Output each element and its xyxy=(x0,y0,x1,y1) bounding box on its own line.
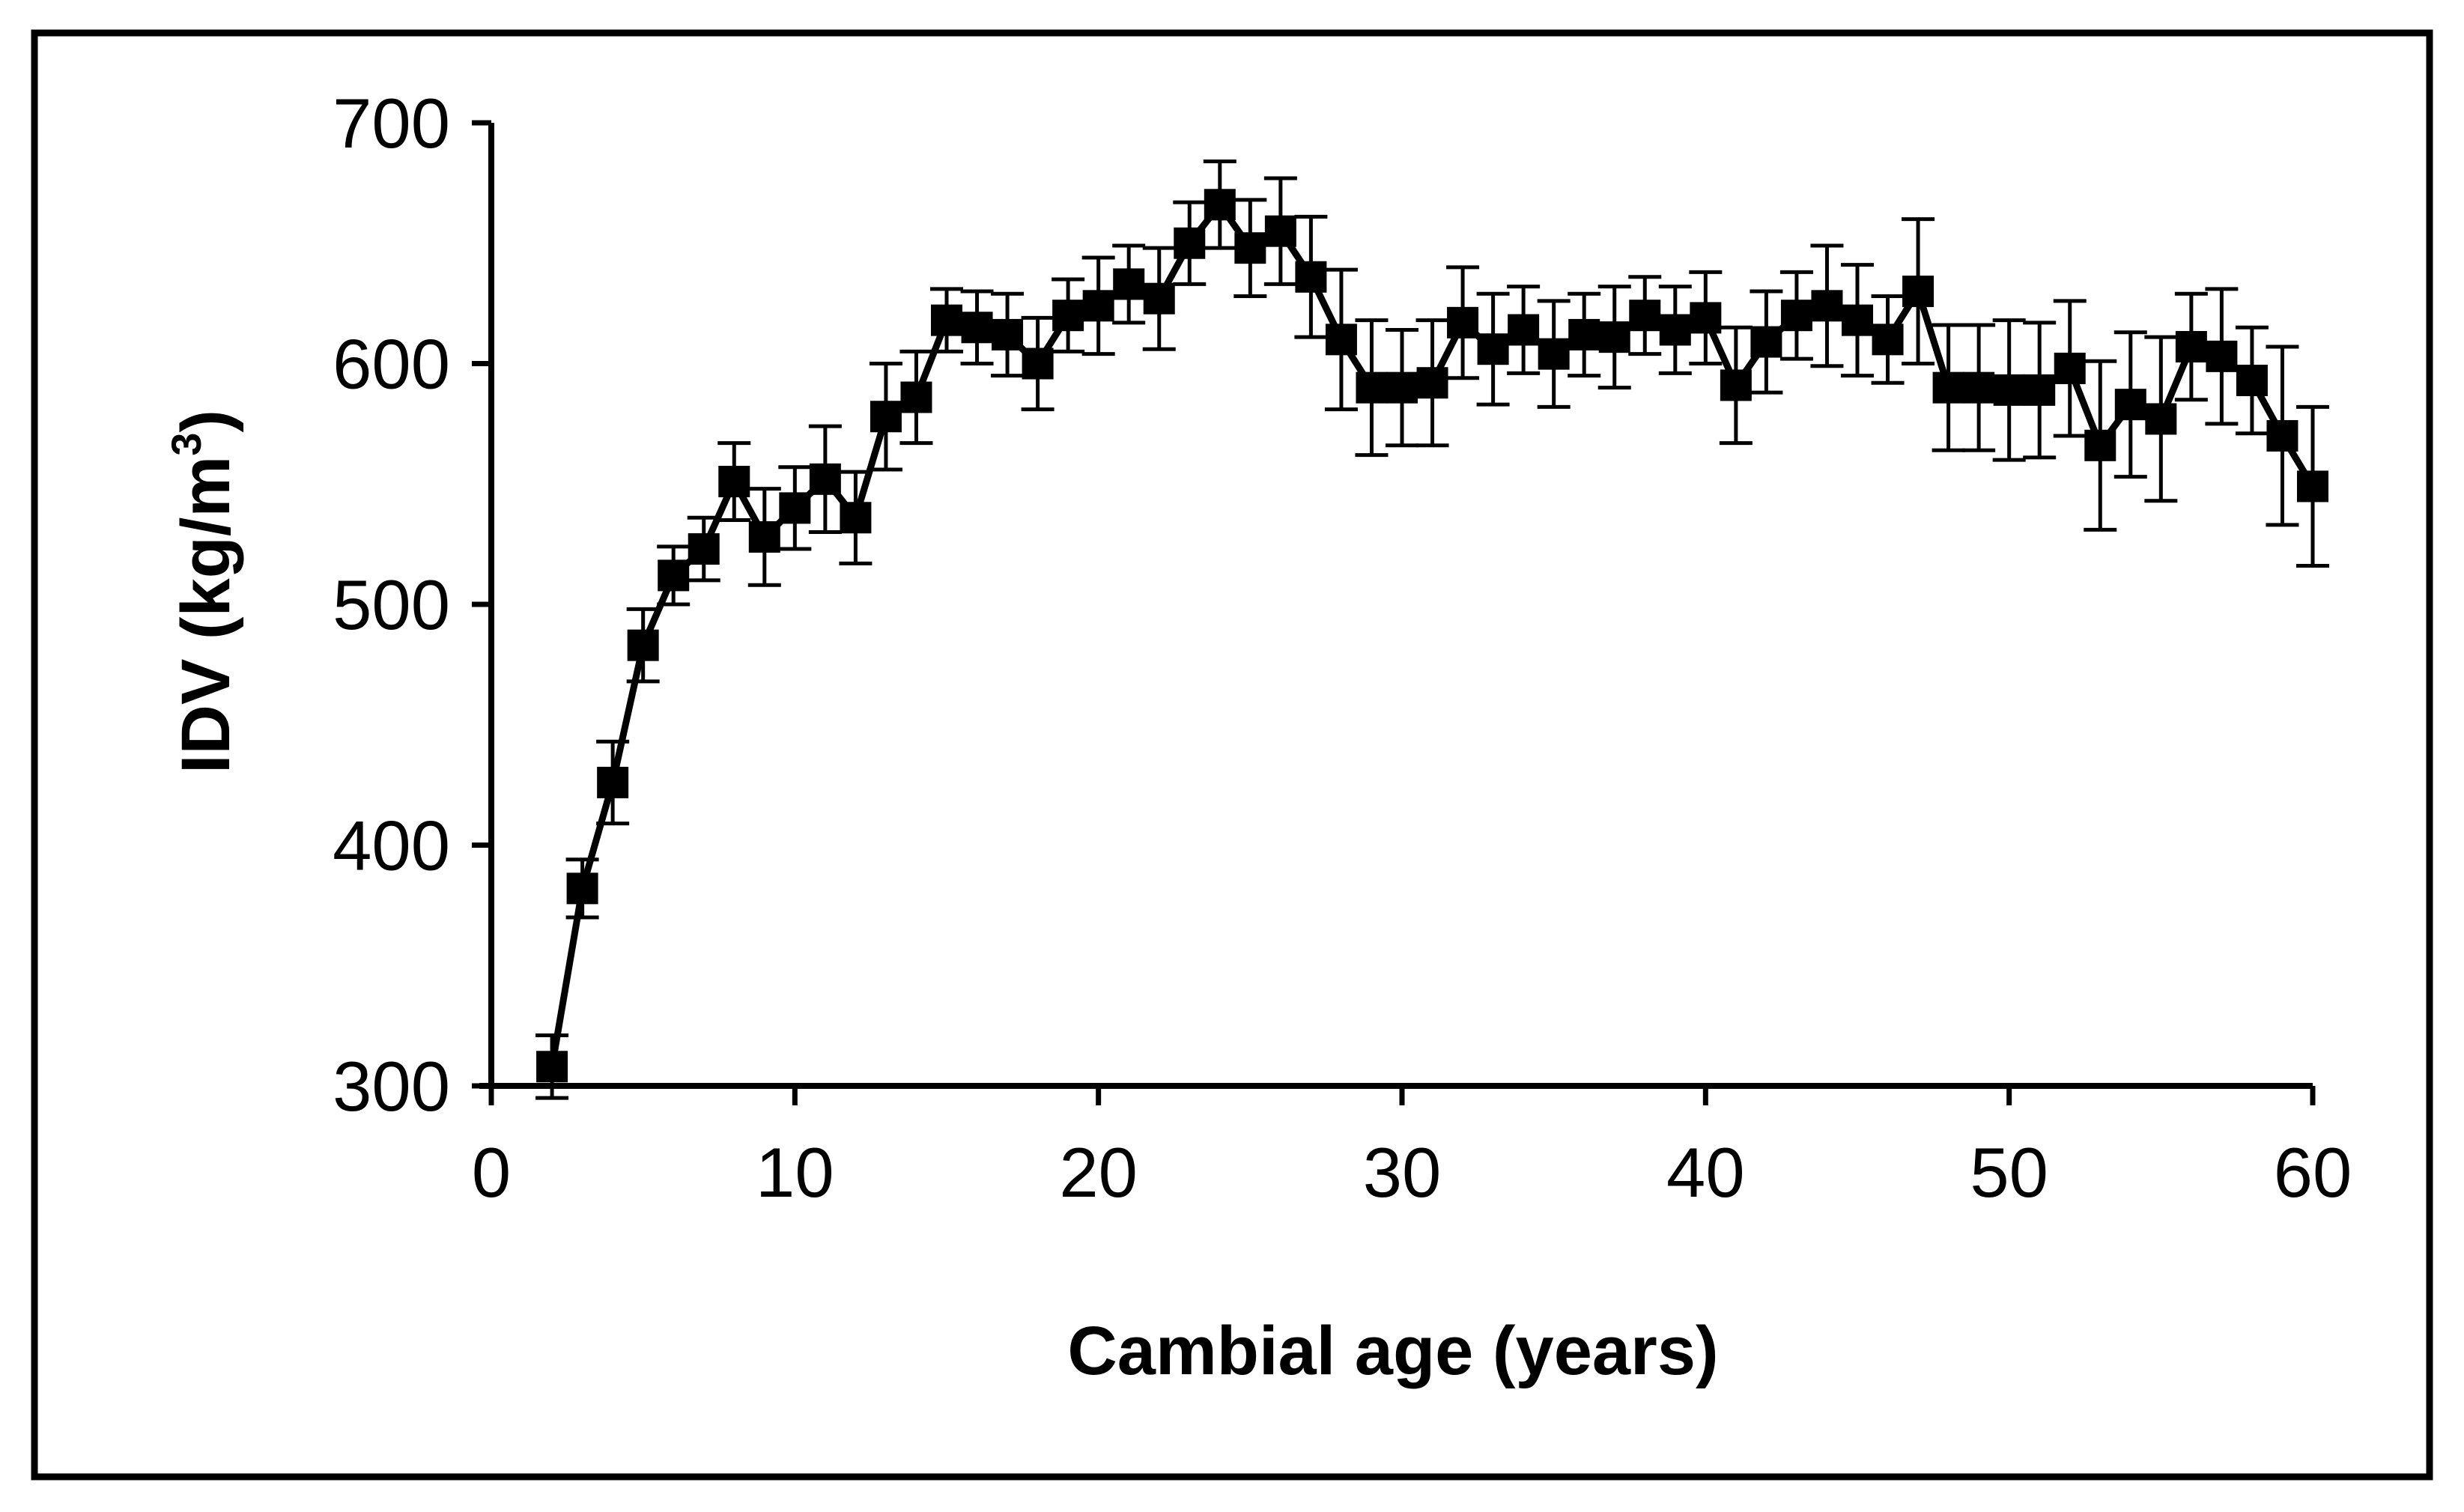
data-point xyxy=(1325,324,1357,356)
data-point xyxy=(658,559,690,592)
data-point xyxy=(1538,338,1570,370)
data-point xyxy=(1386,371,1418,404)
data-point xyxy=(931,304,962,336)
x-tick-label: 40 xyxy=(1666,1133,1745,1212)
chart-frame xyxy=(31,29,2433,1481)
data-point xyxy=(1780,300,1812,332)
data-point xyxy=(1720,369,1752,401)
data-point xyxy=(1872,324,1904,356)
data-point xyxy=(1750,326,1782,358)
x-tick-label: 20 xyxy=(1059,1133,1138,1212)
plot-area xyxy=(535,159,2329,1100)
data-point xyxy=(2266,419,2298,452)
data-point xyxy=(748,520,780,553)
data-point xyxy=(1902,276,1935,308)
data-point xyxy=(1932,371,1964,404)
tick-group: 0 10 20 30 40 50 60 300 400 500 600 700 xyxy=(333,84,2352,1212)
data-point xyxy=(900,381,932,413)
data-point xyxy=(718,466,750,498)
data-point xyxy=(1234,232,1266,264)
data-point xyxy=(2206,340,2238,372)
data-point xyxy=(2084,429,2116,461)
y-tick-label: 400 xyxy=(333,807,450,885)
data-point xyxy=(1416,367,1448,399)
y-tick-label: 300 xyxy=(333,1047,450,1126)
data-point xyxy=(2175,330,2207,362)
y-tick-label: 700 xyxy=(333,84,450,163)
data-point xyxy=(1356,371,1388,404)
data-point xyxy=(809,463,841,495)
data-point xyxy=(1629,300,1661,332)
data-point xyxy=(597,766,629,798)
data-point xyxy=(992,318,1024,350)
data-point xyxy=(1447,306,1479,338)
data-point xyxy=(1508,314,1540,346)
data-point xyxy=(1993,374,2025,406)
data-point xyxy=(2054,352,2086,384)
data-point xyxy=(1295,261,1327,293)
y-axis-title-superscript: 3 xyxy=(163,433,210,456)
data-point xyxy=(1264,215,1296,247)
data-point xyxy=(2024,374,2056,406)
y-axis-title-tail: ) xyxy=(168,410,244,433)
data-point xyxy=(779,492,811,524)
data-point xyxy=(1690,302,1722,334)
data-point xyxy=(566,872,598,905)
x-tick-label: 50 xyxy=(1970,1133,2048,1212)
data-point xyxy=(1143,282,1175,315)
data-point xyxy=(1598,321,1630,353)
data-point xyxy=(627,629,659,661)
data-point xyxy=(2145,403,2177,435)
data-point xyxy=(1842,304,1873,336)
data-point xyxy=(870,401,902,433)
data-point xyxy=(536,1051,568,1083)
data-point xyxy=(1811,290,1843,322)
data-point xyxy=(1477,333,1509,365)
data-point xyxy=(1022,347,1054,380)
x-tick-label: 30 xyxy=(1363,1133,1442,1212)
y-tick-label: 600 xyxy=(333,325,450,404)
data-point xyxy=(1052,300,1084,332)
data-point xyxy=(1659,314,1691,346)
data-point xyxy=(2297,470,2328,503)
x-tick-label: 10 xyxy=(756,1133,834,1212)
data-point xyxy=(1963,371,1995,404)
x-tick-label: 60 xyxy=(2274,1133,2352,1212)
y-axis-title-main: IDV (kg/m xyxy=(168,456,244,774)
data-point xyxy=(961,312,993,344)
data-point xyxy=(1204,189,1236,221)
data-point xyxy=(1113,268,1145,300)
y-axis-title: IDV (kg/m3) xyxy=(163,410,244,774)
y-tick-label: 500 xyxy=(333,565,450,644)
data-point xyxy=(688,533,720,565)
x-axis-title: Cambial age (years) xyxy=(1067,1313,1718,1389)
data-point xyxy=(1174,227,1206,259)
data-point xyxy=(1082,290,1114,322)
x-tick-label: 0 xyxy=(472,1133,511,1212)
data-point xyxy=(1568,318,1600,350)
data-point xyxy=(2236,365,2268,397)
data-point xyxy=(840,502,872,534)
data-point xyxy=(2114,389,2146,421)
